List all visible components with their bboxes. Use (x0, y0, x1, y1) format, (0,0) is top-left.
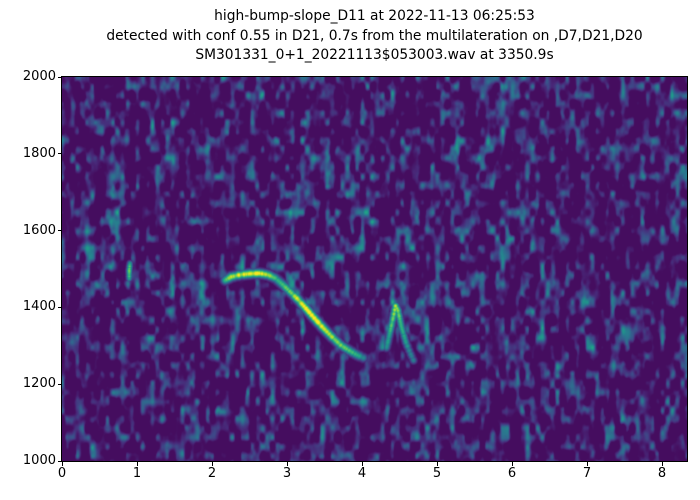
y-tick-label: 1400 (22, 299, 56, 315)
y-tick-mark (58, 230, 62, 232)
x-tick-label: 1 (132, 466, 142, 481)
x-tick-mark (361, 462, 363, 466)
spectrogram-image (61, 76, 688, 462)
y-tick-mark (58, 153, 62, 155)
title-line-1: high-bump-slope_D11 at 2022-11-13 06:25:… (214, 8, 535, 24)
x-tick-label: 5 (432, 466, 442, 481)
title-line-3: SM301331_0+1_20221113$053003.wav at 3350… (195, 47, 554, 63)
y-tick-mark (58, 383, 62, 385)
y-tick-label: 1600 (22, 222, 56, 238)
x-tick-mark (436, 462, 438, 466)
x-tick-mark (586, 462, 588, 466)
x-tick-label: 3 (282, 466, 292, 481)
x-tick-label: 4 (357, 466, 367, 481)
y-tick-label: 1000 (22, 453, 56, 468)
x-tick-label: 8 (657, 466, 667, 481)
x-tick-mark (286, 462, 288, 466)
y-tick-label: 1800 (22, 145, 56, 161)
x-tick-label: 0 (57, 466, 67, 481)
y-tick-label: 2000 (22, 69, 56, 84)
x-tick-label: 7 (582, 466, 592, 481)
y-tick-mark (58, 460, 62, 462)
y-tick-mark (58, 76, 62, 78)
x-tick-label: 2 (207, 466, 217, 481)
y-tick-mark (58, 306, 62, 308)
title-line-2: detected with conf 0.55 in D21, 0.7s fro… (106, 27, 643, 44)
x-tick-mark (511, 462, 513, 466)
x-tick-mark (61, 462, 63, 466)
x-tick-mark (661, 462, 663, 466)
figure-title: high-bump-slope_D11 at 2022-11-13 06:25:… (62, 7, 687, 66)
x-tick-mark (211, 462, 213, 466)
x-tick-label: 6 (507, 466, 517, 481)
y-tick-label: 1200 (22, 376, 56, 392)
x-tick-mark (136, 462, 138, 466)
